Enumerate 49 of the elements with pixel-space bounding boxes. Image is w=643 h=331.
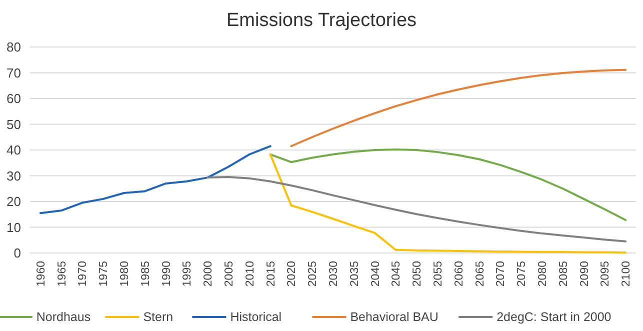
x-tick-label: 2100 bbox=[620, 261, 633, 287]
x-tick-label: 1985 bbox=[140, 261, 152, 287]
y-tick-label: 50 bbox=[6, 116, 21, 132]
x-tick-label: 2065 bbox=[474, 261, 486, 287]
x-tick-label: 2035 bbox=[348, 261, 361, 287]
x-tick-label: 2045 bbox=[390, 261, 403, 287]
y-tick-label: 20 bbox=[6, 194, 21, 210]
x-tick-label: 2010 bbox=[244, 261, 256, 287]
x-tick-label: 1990 bbox=[160, 261, 173, 287]
x-tick-label: 1995 bbox=[182, 261, 194, 287]
line-series bbox=[39, 145, 272, 214]
y-tick-label: 70 bbox=[6, 65, 21, 80]
y-tick-label: 10 bbox=[6, 220, 21, 235]
x-tick-label: 2000 bbox=[202, 261, 215, 287]
x-tick-label: 2005 bbox=[224, 261, 236, 287]
x-tick-label: 2070 bbox=[495, 261, 508, 287]
x-tick-label: 2090 bbox=[578, 261, 591, 287]
x-tick-label: 1970 bbox=[77, 261, 90, 287]
x-tick-label: 2020 bbox=[286, 261, 298, 287]
line-series bbox=[206, 176, 627, 242]
x-tick-label: 1965 bbox=[56, 261, 68, 287]
legend-label: Stern bbox=[143, 310, 174, 324]
x-tick-label: 2095 bbox=[600, 261, 612, 287]
x-tick-label: 1960 bbox=[35, 261, 48, 287]
legend-label: 2degC: Start in 2000 bbox=[496, 310, 612, 324]
x-tick-label: 2015 bbox=[265, 261, 278, 287]
x-tick-label: 2075 bbox=[516, 261, 528, 287]
y-tick-label: 60 bbox=[6, 91, 21, 106]
x-tick-label: 2025 bbox=[307, 261, 320, 287]
legend-label: Historical bbox=[230, 310, 282, 324]
x-tick-label: 2080 bbox=[536, 261, 549, 287]
line-series bbox=[290, 68, 627, 148]
line-series bbox=[269, 153, 627, 254]
y-tick-label: 80 bbox=[6, 40, 21, 55]
legend-label: Nordhaus bbox=[36, 310, 91, 324]
y-tick-label: 30 bbox=[6, 168, 21, 184]
y-tick-label: 40 bbox=[6, 142, 21, 158]
x-tick-label: 2050 bbox=[412, 261, 424, 287]
x-tick-label: 1975 bbox=[98, 261, 110, 287]
x-tick-label: 2060 bbox=[453, 261, 466, 287]
y-tick-label: 0 bbox=[14, 246, 21, 261]
x-tick-label: 2030 bbox=[328, 261, 340, 287]
x-tick-label: 2055 bbox=[432, 261, 444, 287]
x-tick-label: 1980 bbox=[119, 261, 132, 287]
legend-label: Behavioral BAU bbox=[350, 310, 438, 324]
line-series bbox=[269, 148, 627, 222]
x-tick-label: 2085 bbox=[558, 261, 570, 287]
x-tick-label: 2040 bbox=[370, 261, 382, 287]
chart-title: Emissions Trajectories bbox=[226, 10, 417, 31]
